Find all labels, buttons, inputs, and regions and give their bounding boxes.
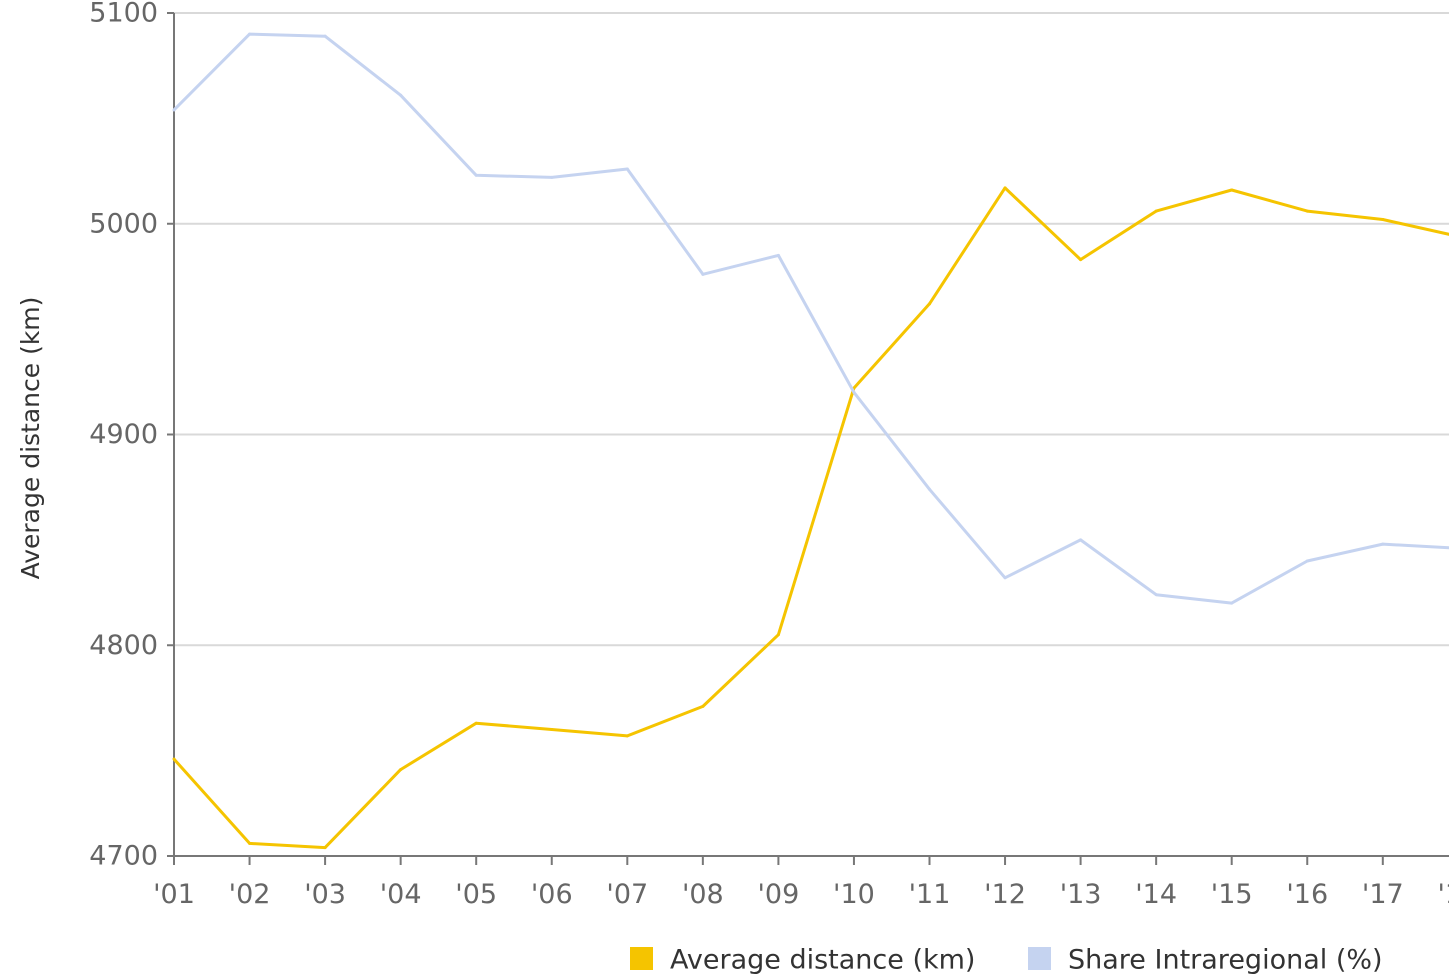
x-tick-label: '09 (758, 879, 800, 910)
series-0-point (550, 728, 554, 732)
y-tick-label-5000: 5000 (89, 208, 158, 239)
series-1-point (1003, 576, 1007, 580)
x-tick-label: '14 (1135, 879, 1177, 910)
series-1-point (399, 93, 403, 97)
series-0-point (1003, 186, 1007, 190)
series-1-point (1079, 538, 1083, 542)
series-1-point (550, 175, 554, 179)
x-tick-label: '02 (229, 879, 271, 910)
legend-swatch-0 (630, 947, 653, 970)
series-0-point (776, 633, 780, 637)
series-1-point (172, 108, 176, 112)
series-1-point (323, 34, 327, 38)
x-tick-label: '03 (304, 879, 346, 910)
x-tick-label: '05 (455, 879, 497, 910)
x-tick-label: '17 (1362, 879, 1404, 910)
series-1-point (248, 32, 252, 36)
x-tick-label: '11 (909, 879, 951, 910)
y-tick-label-4900: 4900 (89, 419, 158, 450)
series-1-point (852, 390, 856, 394)
x-tick-label: '06 (531, 879, 573, 910)
series-0-point (323, 846, 327, 850)
x-tick-label: '07 (606, 879, 648, 910)
x-tick-label: '18 (1437, 879, 1449, 910)
y-tick-labels: 4700 4800 4900 5000 5100 (89, 0, 158, 872)
series-1-point (625, 167, 629, 171)
series-1-point (701, 272, 705, 276)
series-0-point (1154, 209, 1158, 213)
y-tick-label-4800: 4800 (89, 630, 158, 661)
x-tick-label: '16 (1286, 879, 1328, 910)
series-1-point (1381, 542, 1385, 546)
series-line-1 (172, 32, 1449, 605)
gridlines (174, 12, 1449, 647)
series-0-point (1305, 209, 1309, 213)
series-1-point (474, 173, 478, 177)
series-0-point (625, 734, 629, 738)
x-tick-label: '15 (1211, 879, 1253, 910)
x-tick-labels: '01 '02 '03 '04 '05 '06 '07 '08 '09 '10 '11 '12 '13 '… (153, 879, 1449, 910)
series-1-point (776, 253, 780, 257)
legend-label-1: Share Intraregional (%) (1068, 945, 1383, 976)
series-0-point (1381, 218, 1385, 222)
legend-swatch-1 (1028, 947, 1051, 970)
series-0-point (701, 704, 705, 708)
series-0-point (248, 841, 252, 845)
series-0-point (172, 757, 176, 761)
x-tick-label: '08 (682, 879, 724, 910)
x-tick-label: '01 (153, 879, 195, 910)
series-1-point (1305, 559, 1309, 563)
y-axis-title: Average distance (km) (16, 297, 45, 580)
y-tick-label-5100: 5100 (89, 0, 158, 29)
axes (167, 12, 1449, 865)
series-0-point (474, 721, 478, 725)
series-0-point (1230, 188, 1234, 192)
series-line-0 (172, 186, 1449, 850)
legend: Average distance (km) Share Intraregional… (630, 945, 1383, 976)
series-1-point (1154, 593, 1158, 597)
x-tick-label: '13 (1060, 879, 1102, 910)
series-0-point (1079, 258, 1083, 262)
series-0-point (399, 768, 403, 772)
series-1-point (928, 487, 931, 491)
y-tick-label-4700: 4700 (89, 841, 158, 872)
x-tick-label: '12 (984, 879, 1026, 910)
series-lines (172, 32, 1449, 850)
series-0-point (928, 302, 931, 306)
x-tick-label: '10 (833, 879, 875, 910)
series-1-point (1230, 601, 1234, 605)
x-tick-label: '04 (380, 879, 422, 910)
legend-label-0: Average distance (km) (670, 945, 975, 976)
